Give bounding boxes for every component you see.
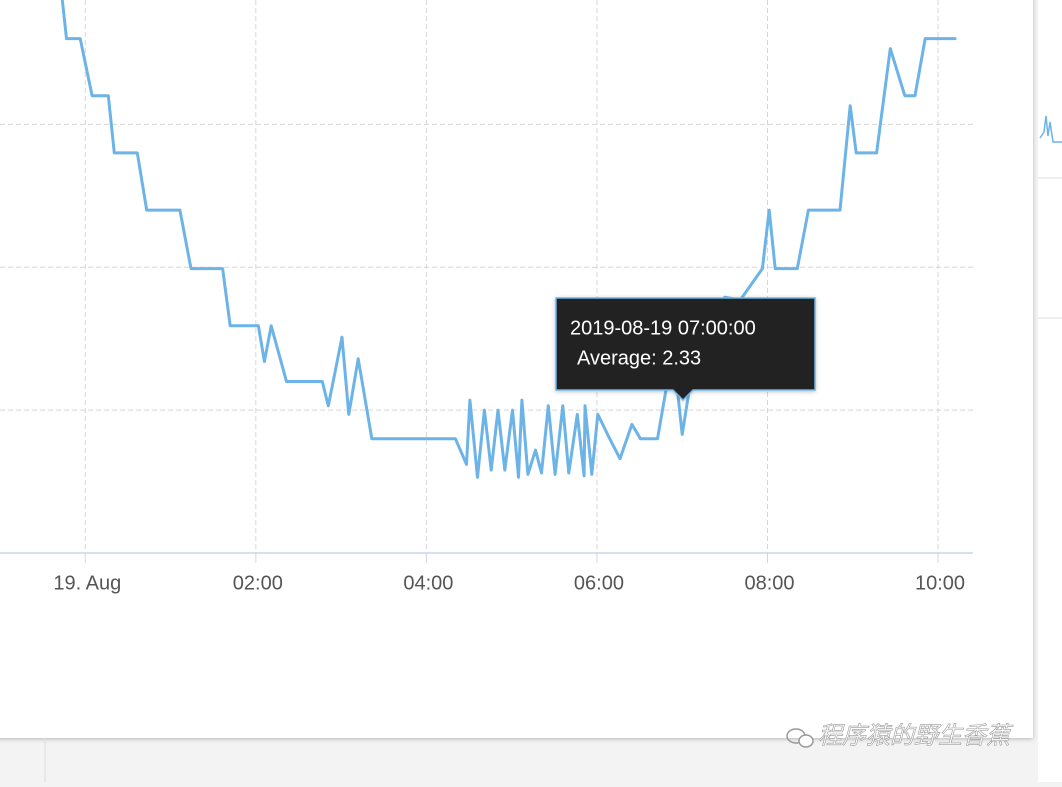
x-tick-label: 02:00	[233, 572, 283, 594]
tooltip: 2019-08-19 07:00:00 Average: 2.33	[555, 297, 816, 402]
side-panel	[1038, 0, 1062, 782]
plot-area: 19. Aug 02:00 04:00 06:00 08:00 10:00	[0, 0, 973, 594]
x-tick-label: 10:00	[915, 572, 965, 594]
x-tick-label: 19. Aug	[53, 572, 121, 594]
watermark: 程序猿的野生香蕉	[786, 722, 1014, 750]
tooltip-value: Average: 2.33	[577, 347, 701, 369]
watermark-text: 程序猿的野生香蕉	[818, 722, 1014, 749]
x-tick-label: 04:00	[403, 572, 453, 594]
series-line	[60, 0, 957, 479]
tooltip-box	[555, 297, 816, 402]
x-tick-label: 06:00	[574, 572, 624, 594]
chart-card	[0, 0, 1033, 738]
watermark-icon	[798, 734, 814, 748]
side-sparkline	[1039, 115, 1062, 143]
x-tick-label: 08:00	[744, 572, 794, 594]
tooltip-x: 2019-08-19 07:00:00	[570, 317, 756, 339]
